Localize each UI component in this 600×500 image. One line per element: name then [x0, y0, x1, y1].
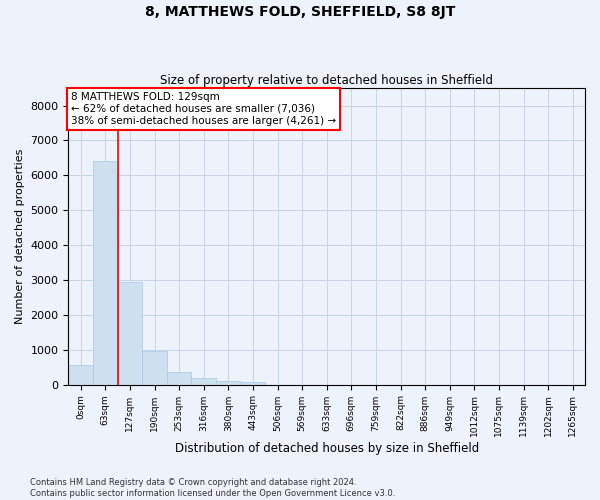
Text: 8 MATTHEWS FOLD: 129sqm
← 62% of detached houses are smaller (7,036)
38% of semi: 8 MATTHEWS FOLD: 129sqm ← 62% of detache…: [71, 92, 336, 126]
Bar: [118, 282, 142, 385]
X-axis label: Distribution of detached houses by size in Sheffield: Distribution of detached houses by size …: [175, 442, 479, 455]
Bar: [68, 365, 93, 384]
Bar: [93, 162, 118, 384]
Bar: [216, 381, 241, 384]
Title: Size of property relative to detached houses in Sheffield: Size of property relative to detached ho…: [160, 74, 493, 87]
Bar: [241, 382, 265, 384]
Text: 8, MATTHEWS FOLD, SHEFFIELD, S8 8JT: 8, MATTHEWS FOLD, SHEFFIELD, S8 8JT: [145, 5, 455, 19]
Bar: [142, 352, 167, 384]
Y-axis label: Number of detached properties: Number of detached properties: [15, 148, 25, 324]
Bar: [191, 378, 216, 384]
Bar: [167, 372, 191, 384]
Text: Contains HM Land Registry data © Crown copyright and database right 2024.
Contai: Contains HM Land Registry data © Crown c…: [30, 478, 395, 498]
